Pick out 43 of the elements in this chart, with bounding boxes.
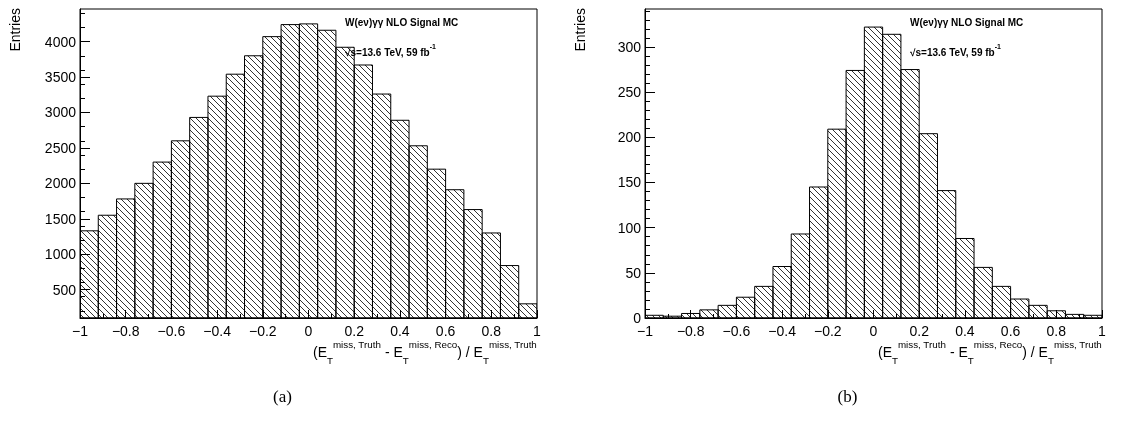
- x-tick-label: −0.2: [248, 323, 277, 339]
- x-tick-label: −0.8: [111, 323, 140, 339]
- x-tick-label: 0.2: [909, 323, 930, 339]
- y-tick-label: 2500: [44, 139, 77, 156]
- x-tick-label: −0.6: [722, 323, 751, 339]
- annotation: W(eν)γγ NLO Signal MC: [345, 16, 459, 28]
- text: (a): [273, 387, 292, 406]
- y-tick-label: 200: [617, 129, 642, 146]
- y-tick-label: 100: [617, 219, 642, 236]
- x-tick-label: 0.8: [1046, 323, 1067, 339]
- x-tick-label: −0.8: [676, 323, 705, 339]
- x-tick-label: −0.6: [157, 323, 186, 339]
- y-tick-label: 50: [625, 264, 642, 281]
- x-tick-label: −0.4: [203, 323, 232, 339]
- y-tick-label: 1000: [44, 246, 77, 263]
- y-tick-label: 0: [633, 310, 642, 326]
- x-tick-label: 1: [533, 323, 542, 339]
- x-tick-label: 0.6: [1000, 323, 1021, 339]
- y-tick-label: 3000: [44, 104, 77, 121]
- x-tick-label: −0.2: [813, 323, 842, 339]
- y-axis-title: Entries: [7, 7, 23, 52]
- y-tick-label: 300: [617, 38, 642, 55]
- y-tick-label: 250: [617, 84, 642, 101]
- text: (b): [837, 387, 858, 406]
- x-tick-label: 0.2: [344, 323, 365, 339]
- annotation: W(eν)γγ NLO Signal MC: [910, 16, 1024, 28]
- x-tick-label: −0.4: [768, 323, 797, 339]
- x-tick-label: 0.4: [390, 323, 410, 339]
- y-tick-label: 500: [52, 281, 77, 298]
- x-tick-label: −1: [637, 323, 654, 339]
- x-tick-label: 1: [1098, 323, 1107, 339]
- x-tick-label: 0.4: [955, 323, 975, 339]
- x-tick-label: −1: [72, 323, 89, 339]
- y-tick-label: 150: [617, 174, 642, 191]
- y-tick-label: 4000: [44, 33, 77, 50]
- y-tick-label: 2000: [44, 175, 77, 192]
- x-tick-label: 0.6: [435, 323, 456, 339]
- y-tick-label: 1500: [44, 210, 77, 227]
- y-axis-title: Entries: [572, 7, 588, 52]
- x-tick-label: 0: [304, 323, 313, 339]
- y-tick-label: 3500: [44, 69, 77, 86]
- x-tick-label: 0: [869, 323, 878, 339]
- x-tick-label: 0.8: [481, 323, 502, 339]
